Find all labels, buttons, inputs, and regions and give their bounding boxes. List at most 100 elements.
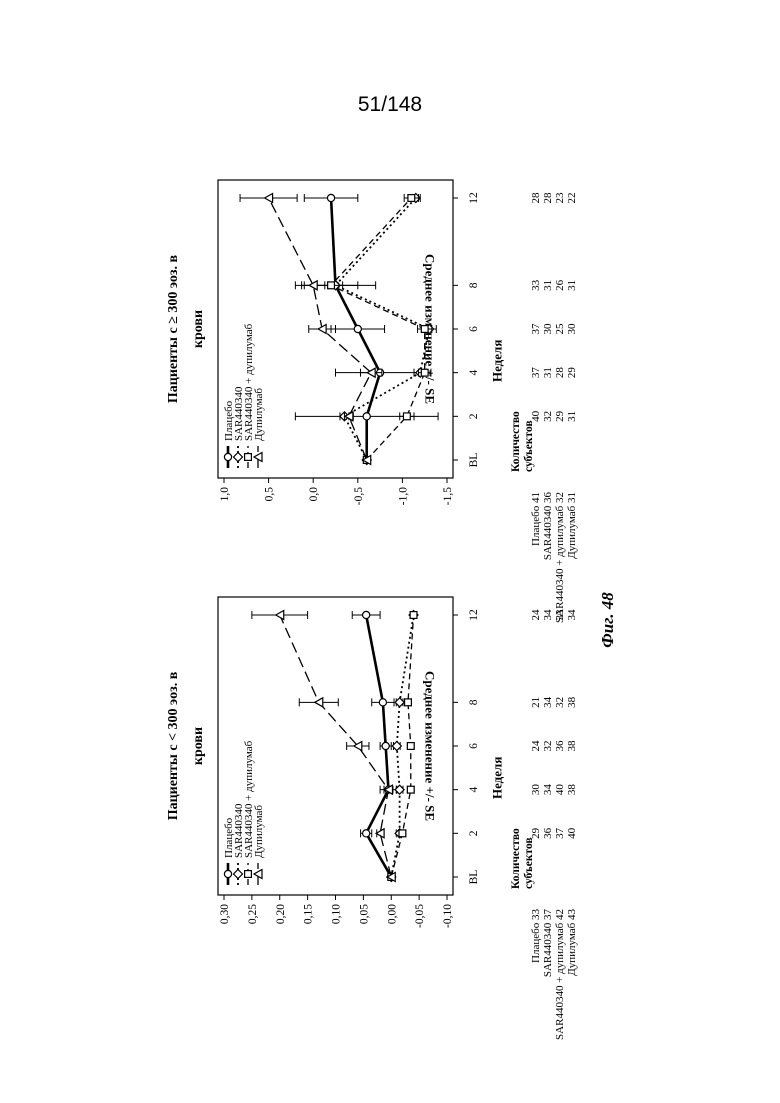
table-row-label: Дупилумаб 31 (566, 492, 578, 559)
x-axis-label: Неделя (490, 340, 505, 382)
data-point (405, 699, 412, 706)
table-header: Количество (510, 411, 522, 472)
chart-title: крови (191, 727, 206, 765)
chart-panel-2: Пациенты с ≥ 300 эоз. вкрови1,00,50,0-0,… (166, 180, 578, 623)
data-point (234, 453, 243, 462)
figure-caption: Фиг. 48 (580, 560, 640, 680)
data-point (309, 281, 317, 290)
chart-panel-1: Пациенты с < 300 эоз. вкрови0,300,250,20… (166, 597, 578, 1040)
x-tick-label: BL (468, 453, 480, 468)
x-tick-label: BL (468, 870, 480, 885)
y-tick-label: 0,15 (303, 904, 315, 924)
data-point (421, 369, 428, 376)
table-cell: 29 (530, 827, 542, 839)
table-cell: 30 (530, 784, 542, 796)
table-cell: 29 (554, 410, 566, 422)
figure-caption-text: Фиг. 48 (598, 592, 617, 648)
table-header: субъектов (523, 837, 535, 889)
table-cell: 33 (530, 279, 542, 291)
data-point (245, 871, 252, 878)
table-cell: 31 (542, 367, 554, 378)
table-row-label: Плацебо 33 (530, 909, 542, 963)
table-cell: 30 (566, 323, 578, 335)
y-tick-label: -0,5 (353, 487, 365, 505)
table-cell: 37 (530, 367, 542, 379)
table-cell: 21 (530, 697, 542, 708)
chart-title: крови (191, 310, 206, 348)
table-cell: 28 (530, 192, 542, 204)
table-cell: 36 (554, 740, 566, 752)
data-point (407, 786, 414, 793)
x-tick-label: 8 (468, 282, 480, 288)
table-cell: 28 (554, 367, 566, 379)
data-point (245, 454, 252, 461)
table-row-label: SAR440340 37 (542, 909, 554, 978)
table-cell: 38 (566, 784, 578, 796)
table-cell: 28 (542, 192, 554, 204)
x-tick-label: 2 (468, 830, 480, 836)
chart-title: Пациенты с ≥ 300 эоз. в (166, 254, 181, 403)
y-axis-label: Среднее изменение +/- SE (422, 671, 437, 821)
y-tick-label: 0,0 (308, 487, 320, 502)
legend-entry: Дупилумаб (253, 805, 265, 858)
data-point (363, 413, 370, 420)
data-point (276, 611, 284, 620)
table-cell: 30 (542, 323, 554, 335)
table-cell: 34 (542, 609, 554, 621)
y-tick-label: 0,25 (247, 904, 259, 924)
data-point (407, 743, 414, 750)
table-header: Количество (510, 828, 522, 889)
table-cell: 34 (542, 696, 554, 708)
x-tick-label: 8 (468, 699, 480, 705)
data-point (410, 612, 417, 619)
table-cell: 24 (530, 740, 542, 752)
data-point (379, 699, 386, 706)
data-point (399, 830, 406, 837)
table-cell: 31 (542, 280, 554, 291)
table-cell: 34 (542, 784, 554, 796)
y-tick-label: 0,30 (219, 904, 231, 924)
y-tick-label: 0,05 (358, 904, 370, 924)
x-tick-label: 2 (468, 413, 480, 419)
data-point (382, 742, 389, 749)
x-tick-label: 4 (468, 787, 480, 793)
x-tick-label: 4 (468, 370, 480, 376)
table-cell: 40 (566, 827, 578, 839)
legend-entry: Дупилумаб (253, 388, 265, 441)
table-cell: 22 (566, 193, 578, 204)
table-row-label: Дупилумаб 43 (566, 909, 578, 976)
table-cell: 32 (542, 411, 554, 422)
table-cell: 32 (542, 741, 554, 752)
x-tick-label: 6 (468, 326, 480, 332)
table-header: субъектов (523, 420, 535, 472)
y-tick-label: 0,5 (264, 487, 276, 502)
y-tick-label: 0,10 (331, 904, 343, 924)
data-point (327, 194, 334, 201)
table-cell: 26 (554, 279, 566, 291)
table-cell: 37 (530, 323, 542, 335)
table-cell: 23 (554, 192, 566, 204)
data-point (363, 611, 370, 618)
table-cell: 38 (566, 696, 578, 708)
data-point (328, 282, 335, 289)
data-point (265, 194, 273, 203)
table-cell: 36 (542, 827, 554, 839)
data-point (363, 830, 370, 837)
table-cell: 31 (566, 411, 578, 422)
data-point (315, 698, 323, 707)
table-cell: 32 (554, 697, 566, 708)
y-tick-label: -0,10 (442, 904, 454, 928)
table-row-label: Плацебо 41 (530, 492, 542, 546)
table-row-label: SAR440340 + дупилумаб 42 (554, 909, 566, 1040)
y-tick-label: -1,5 (442, 487, 454, 505)
table-cell: 38 (566, 740, 578, 752)
x-tick-label: 12 (468, 192, 480, 204)
table-cell: 31 (566, 280, 578, 291)
x-tick-label: 6 (468, 743, 480, 749)
chart-title: Пациенты с < 300 эоз. в (166, 671, 181, 820)
data-point (354, 325, 361, 332)
x-tick-label: 12 (468, 609, 480, 621)
table-cell: 40 (530, 410, 542, 422)
y-tick-label: -0,05 (414, 904, 426, 928)
